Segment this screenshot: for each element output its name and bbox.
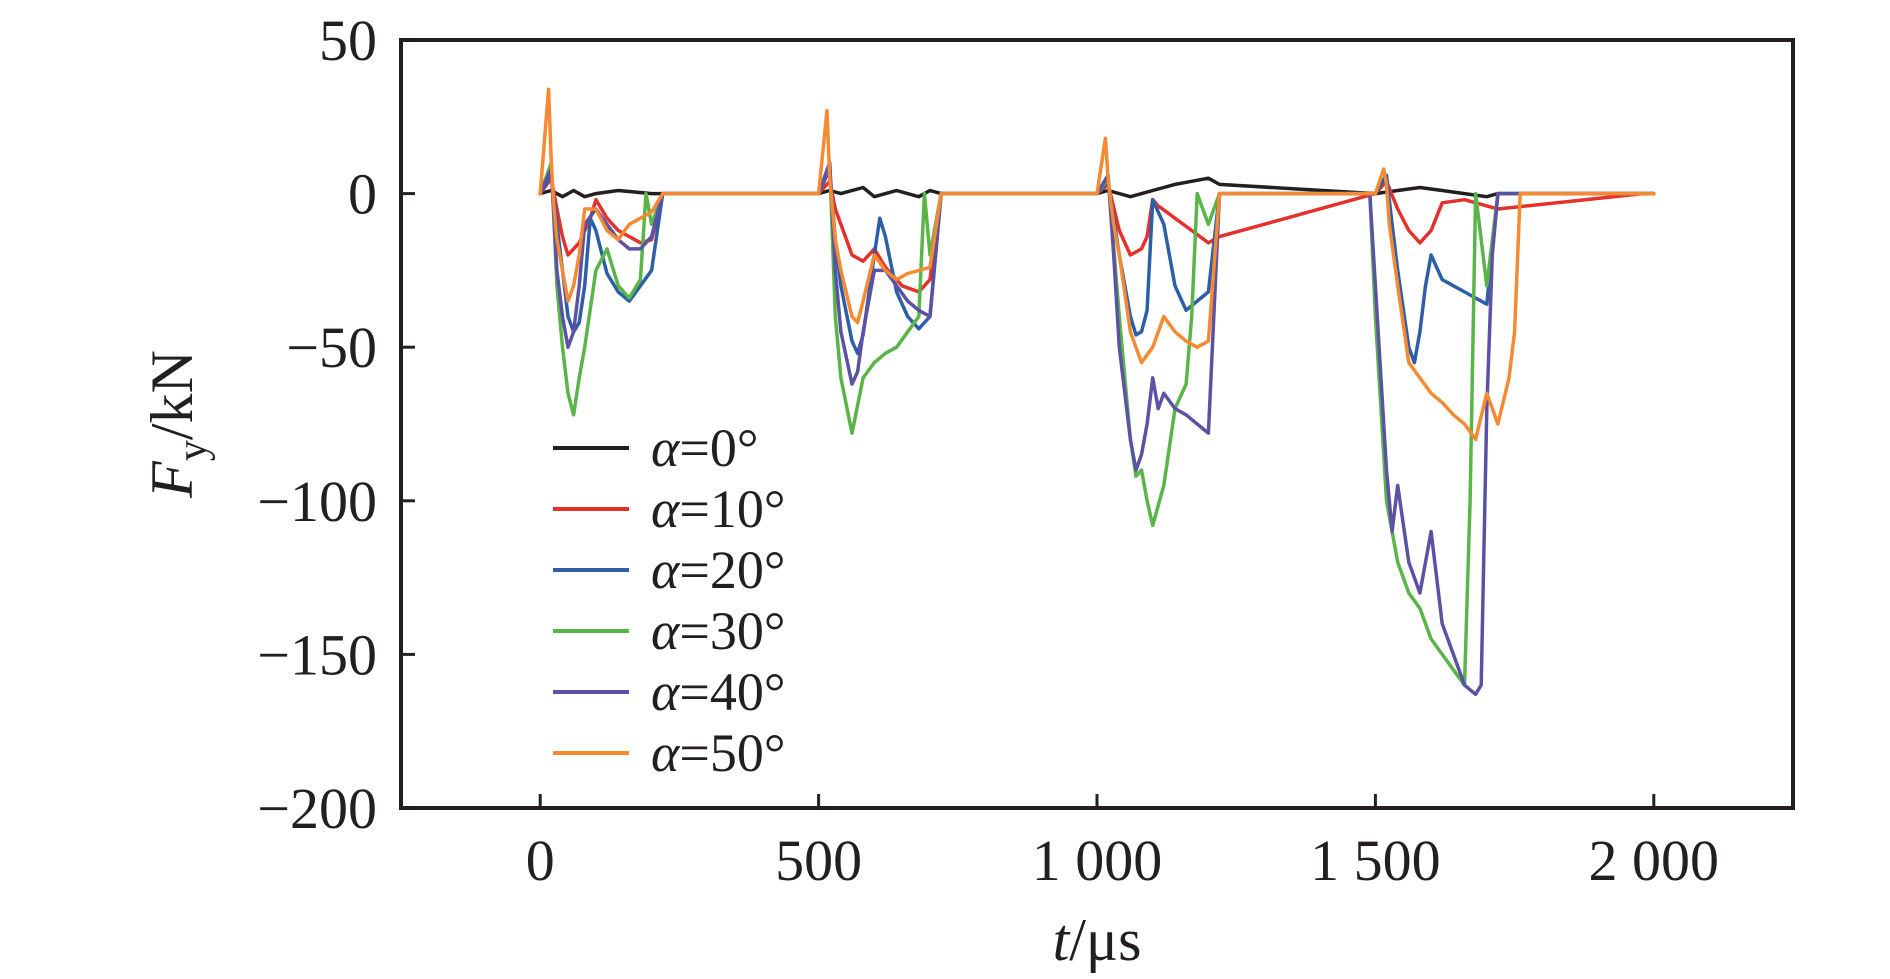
y-tick-label-0: 50 bbox=[319, 8, 377, 73]
y-tick-label-3: −100 bbox=[257, 469, 377, 534]
x-tick-label-2: 1 000 bbox=[1032, 828, 1163, 893]
y-tick-label-1: 0 bbox=[348, 162, 377, 227]
y-tick-label-5: −200 bbox=[257, 776, 377, 841]
x-tick-label-1: 500 bbox=[775, 828, 862, 893]
series-line-1 bbox=[538, 176, 1656, 294]
legend-label-5: α=50° bbox=[651, 723, 785, 783]
legend-label-1: α=10° bbox=[651, 479, 785, 539]
x-axis-ticks: 0 500 1 000 1 500 2 000 bbox=[526, 794, 1719, 893]
series-layer bbox=[538, 87, 1656, 697]
x-tick-label-4: 2 000 bbox=[1589, 828, 1720, 893]
x-tick-label-0: 0 bbox=[526, 828, 555, 893]
series-line-4 bbox=[538, 161, 1656, 697]
y-axis-label: Fy/kN bbox=[139, 350, 216, 499]
series-line-5 bbox=[538, 87, 1656, 442]
legend-label-3: α=30° bbox=[651, 601, 785, 661]
y-axis-ticks: 50 0 −50 −100 −150 −200 bbox=[257, 8, 415, 841]
y-tick-label-2: −50 bbox=[286, 315, 377, 380]
legend-label-2: α=20° bbox=[651, 540, 785, 600]
x-tick-label-3: 1 500 bbox=[1310, 828, 1441, 893]
legend: α=0°α=10°α=20°α=30°α=40°α=50° bbox=[553, 418, 785, 783]
legend-label-0: α=0° bbox=[651, 418, 758, 478]
y-tick-label-4: −150 bbox=[257, 622, 377, 687]
x-axis-label: t/μs bbox=[1053, 907, 1142, 973]
legend-label-4: α=40° bbox=[651, 662, 785, 722]
